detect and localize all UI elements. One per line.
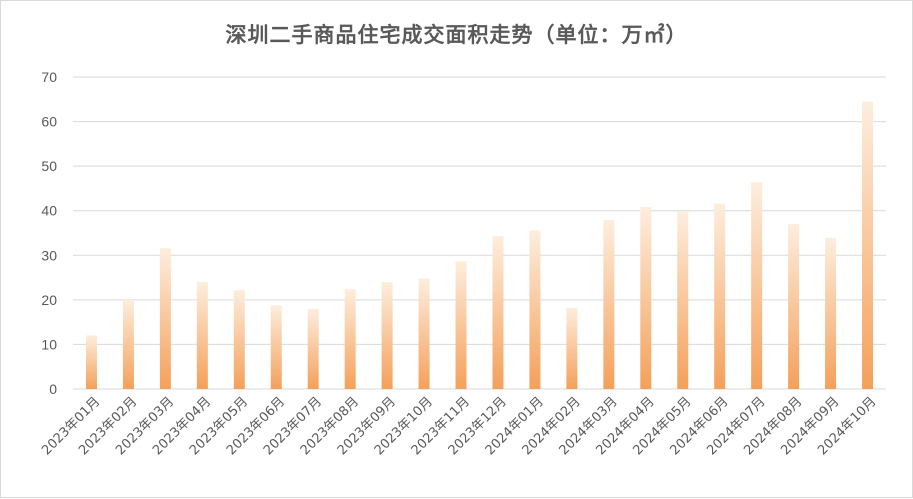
bar [751,182,763,389]
bar [381,282,393,389]
bar [825,237,837,389]
bar [529,230,541,389]
bar [307,308,319,389]
bar [603,220,615,389]
y-tick-label: 0 [49,381,57,397]
x-axis-ticks: 2023年01月2023年02月2023年03月2023年04月2023年05月… [39,394,879,458]
y-tick-label: 50 [41,158,57,174]
bar [85,335,97,389]
bar [788,224,800,389]
bars [85,101,874,389]
bar [492,236,504,389]
chart-title: 深圳二手商品住宅成交面积走势（单位：万㎡） [225,22,688,47]
gridlines [73,76,886,390]
bar [455,261,467,389]
y-tick-label: 70 [41,69,57,85]
y-tick-label: 20 [41,292,57,308]
bar [566,307,578,389]
bar [714,203,726,389]
bar [862,101,874,389]
y-tick-label: 60 [41,114,57,130]
y-tick-label: 10 [41,336,57,352]
y-axis-ticks: 0 10 20 30 40 50 60 70 [41,69,57,397]
bar [344,289,356,389]
y-tick-label: 30 [41,247,57,263]
y-tick-label: 40 [41,203,57,219]
bar [122,299,134,389]
bar [233,290,245,389]
bar [640,207,652,389]
bar [677,211,689,389]
bar [159,248,171,389]
bar [270,305,282,389]
bar [196,282,208,389]
bar [418,278,430,389]
